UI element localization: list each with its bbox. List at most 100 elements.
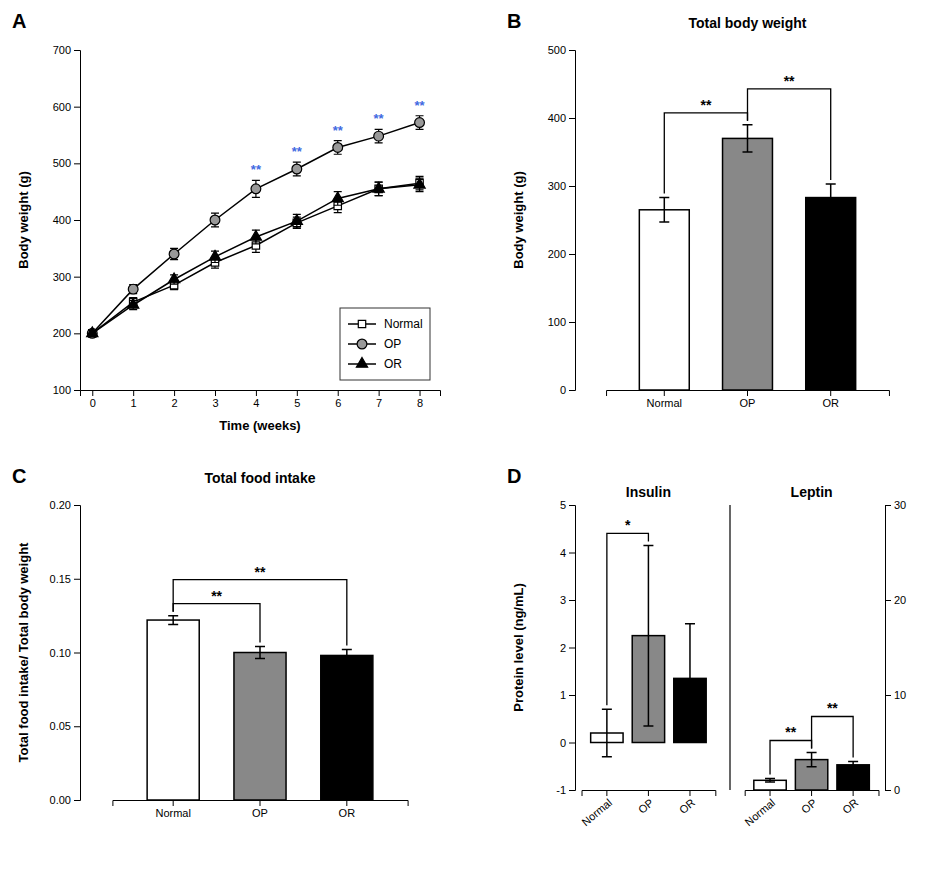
tick-mark: [569, 118, 575, 119]
tick-mark: [74, 107, 80, 108]
tick-label: 3: [560, 594, 566, 606]
tick: 400: [53, 214, 80, 226]
tick-mark: [811, 790, 812, 796]
legend-item: Normal: [348, 317, 423, 331]
tick-label: 0.15: [50, 573, 71, 585]
tick: 7: [376, 390, 382, 409]
tick: 0.20: [50, 499, 80, 511]
bar: [806, 198, 856, 390]
panel: 0100200300400500NormalOPOR****BTotal bod…: [507, 10, 889, 409]
subtitle: Total body weight: [689, 15, 807, 31]
annotation: **: [255, 564, 266, 580]
panel-label: D: [507, 465, 521, 487]
tick-mark: [569, 648, 575, 649]
tick: 5: [560, 499, 575, 511]
panel: 012345678100200300400500600700**********…: [12, 10, 441, 433]
tick: OR: [822, 390, 839, 409]
tick-mark: [569, 695, 575, 696]
tick: 4: [560, 547, 575, 559]
tick-mark: [569, 553, 575, 554]
x-axis-title: Time (weeks): [219, 418, 300, 433]
tick-mark: [379, 390, 380, 396]
tick-mark: [260, 800, 261, 806]
annotation: **: [251, 162, 262, 177]
tick: 20: [885, 594, 906, 606]
x-axis: NormalOPOR: [113, 800, 408, 819]
significance-bracket: [664, 113, 747, 194]
tick-mark: [885, 505, 891, 506]
tick: OP: [799, 790, 819, 816]
panel-label: B: [507, 10, 521, 32]
tick-mark: [885, 790, 891, 791]
tick-label: OR: [339, 807, 356, 819]
tick: 0.10: [50, 647, 80, 659]
axis-line: [569, 506, 576, 791]
tick-label: 300: [53, 271, 71, 283]
tick-label: OR: [677, 796, 697, 816]
tick-mark: [74, 163, 80, 164]
bar: [723, 138, 773, 390]
error-bar: [211, 213, 219, 227]
axis-line: [74, 51, 81, 391]
significance-bracket: [748, 89, 831, 180]
error-bar: [602, 709, 612, 757]
tick-mark: [215, 390, 216, 396]
tick: 500: [548, 44, 575, 56]
error-bar: [255, 647, 265, 659]
legend-item: OR: [348, 357, 402, 371]
tick-label: 6: [335, 397, 341, 409]
panel-label: A: [12, 10, 26, 32]
axis-line: [582, 791, 716, 797]
bar: [639, 210, 689, 390]
significance-bracket: [173, 580, 347, 646]
tick: 2: [560, 642, 575, 654]
tick-mark: [569, 254, 575, 255]
tick-mark: [74, 277, 80, 278]
bar: [321, 655, 373, 800]
x-axis: NormalOPOR: [607, 390, 890, 409]
tick: OR: [840, 790, 860, 816]
tick-label: 30: [894, 499, 906, 511]
error-bar: [170, 248, 178, 259]
tick-label: 0.20: [50, 499, 71, 511]
axis-line: [607, 391, 890, 397]
axis-line: [113, 801, 408, 807]
tick-label: 4: [253, 397, 259, 409]
tick-label: 8: [417, 397, 423, 409]
y-axis-title: Body weight (g): [16, 171, 31, 269]
tick-label: 700: [53, 44, 71, 56]
legend: NormalOPOR: [340, 308, 430, 380]
tick: 30: [885, 499, 906, 511]
tick-mark: [74, 800, 80, 801]
tick: 1: [560, 689, 575, 701]
tick-label: 500: [53, 157, 71, 169]
tick: 100: [548, 316, 575, 328]
tick-mark: [256, 390, 257, 396]
tick: OP: [636, 790, 656, 816]
tick-mark: [606, 790, 607, 796]
tick-label: 0.00: [50, 794, 71, 806]
annotation: **: [827, 700, 838, 716]
tick-label: OR: [822, 397, 839, 409]
tick-mark: [173, 800, 174, 806]
subtitle: Total food intake: [205, 470, 316, 486]
marker: [291, 215, 302, 225]
tick: 5: [294, 390, 300, 409]
series-line: [92, 123, 419, 334]
tick-mark: [74, 50, 80, 51]
tick-label: 0: [560, 384, 566, 396]
tick-label: Normal: [742, 796, 777, 828]
y2-axis: 0102030: [885, 499, 906, 796]
group-label: Leptin: [791, 484, 833, 500]
annotation: **: [784, 73, 795, 89]
tick-mark: [853, 790, 854, 796]
tick-label: 7: [376, 397, 382, 409]
tick-mark: [338, 390, 339, 396]
tick: 1: [131, 390, 137, 409]
tick-label: Normal: [579, 796, 614, 828]
marker: [333, 143, 343, 153]
legend-marker: [358, 320, 365, 327]
marker: [168, 273, 179, 283]
error-bar: [643, 545, 653, 726]
tick: -1: [556, 784, 575, 796]
